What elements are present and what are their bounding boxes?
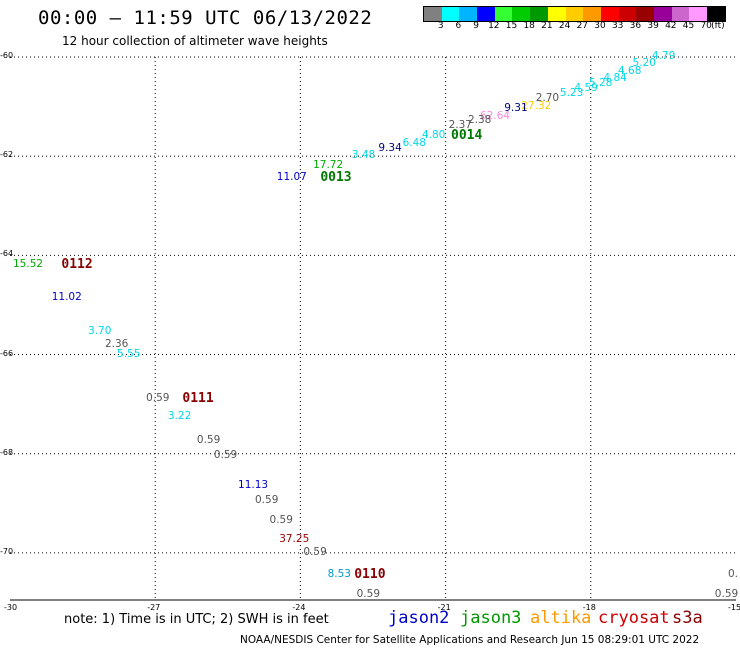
- wave-height-value: 2.70: [535, 92, 560, 105]
- colorbar-swatch: [424, 7, 442, 21]
- colorbar-swatch: [653, 7, 672, 21]
- colorbar-swatch: [689, 7, 707, 21]
- lat-tick-label: -66: [0, 348, 14, 358]
- wave-height-value: 0.59: [303, 545, 327, 558]
- colorbar-swatch: [512, 7, 531, 21]
- satellite-legend-altika: altika: [530, 608, 592, 628]
- wave-height-value: 0.: [728, 568, 739, 581]
- wave-height-value: 9.34: [378, 141, 402, 154]
- colorbar-label: 24: [558, 21, 571, 31]
- colorbar-swatch: [547, 7, 566, 21]
- wave-height-value: 3.70: [88, 325, 112, 338]
- pass-number-label: 0014: [451, 128, 483, 144]
- wave-height-value: 0.59: [146, 392, 170, 405]
- colorbar-swatch: [618, 7, 637, 21]
- wave-height-value: 4.68: [618, 64, 642, 77]
- satellite-legend-s3a: s3a: [672, 608, 703, 628]
- colorbar-swatch: [707, 7, 725, 21]
- colorbar-label: 15: [505, 21, 518, 31]
- lon-tick-label: -18: [582, 603, 596, 612]
- wave-height-value: 17.72: [313, 159, 344, 172]
- wave-height-value: 11.13: [238, 478, 269, 491]
- colorbar-label: 36: [629, 21, 642, 31]
- colorbar-label: 45: [682, 21, 695, 31]
- colorbar-label: 30: [594, 21, 606, 31]
- wave-height-value: 0.59: [714, 588, 739, 601]
- wave-height-value: 3.48: [351, 149, 376, 162]
- wave-height-value: 8.53: [327, 568, 351, 581]
- wave-height-value: 11.02: [51, 290, 82, 303]
- pass-number-label: 0110: [354, 567, 386, 583]
- pass-number-label: 0111: [182, 391, 214, 407]
- legend-note: note: 1) Time is in UTC; 2) SWH is in fe…: [64, 612, 329, 627]
- wave-height-value: 2.38: [467, 114, 492, 127]
- wave-height-value: 5.23: [559, 87, 584, 100]
- colorbar-label: 6: [455, 21, 462, 31]
- footer-credit: NOAA/NESDIS Center for Satellite Applica…: [240, 634, 700, 646]
- wave-height-value: 4.59: [574, 82, 598, 95]
- wave-height-value: 9.31: [504, 102, 528, 115]
- wave-height-value: 0.59: [356, 588, 381, 601]
- colorbar-unit: (ft): [711, 21, 725, 31]
- satellite-legend-cryosat: cryosat: [598, 608, 670, 628]
- lat-tick-label: -60: [0, 51, 14, 60]
- wave-height-value: 15.52: [13, 258, 44, 271]
- colorbar-label: 12: [488, 21, 500, 31]
- wave-height-value: 6.48: [402, 136, 426, 149]
- wave-height-value: 0.59: [255, 493, 279, 506]
- colorbar-swatch: [441, 7, 460, 21]
- wave-height-value: 37.25: [279, 533, 310, 546]
- pass-number-label: 0013: [320, 170, 352, 186]
- colorbar-swatch: [600, 7, 619, 21]
- lon-tick-label: -21: [437, 603, 451, 612]
- wave-height-value: 4.84: [603, 72, 627, 85]
- wave-height-value: 2.36: [104, 337, 129, 350]
- lat-tick-label: -68: [0, 447, 14, 457]
- map-subtitle: 12 hour collection of altimeter wave hei…: [62, 34, 328, 48]
- colorbar-swatch: [459, 7, 478, 21]
- wave-height-value: 0.59: [213, 449, 238, 462]
- wave-height-value: 62.64: [480, 109, 511, 122]
- colorbar-swatch: [636, 7, 654, 21]
- colorbar-label: 70: [700, 21, 712, 31]
- colorbar-label: 9: [473, 21, 479, 31]
- lon-tick-label: -15: [728, 603, 740, 612]
- lon-tick-label: -24: [292, 603, 306, 612]
- wave-height-value: 2.37: [448, 119, 472, 132]
- colorbar-label: 21: [541, 21, 553, 31]
- wave-height-value: 0.59: [196, 434, 221, 447]
- colorbar-label: 18: [523, 21, 535, 31]
- colorbar-swatch: [565, 7, 584, 21]
- wave-height-value: 5.28: [588, 77, 613, 90]
- satellite-legend-jason2: jason2: [388, 608, 450, 628]
- pass-number-label: 0112: [61, 257, 93, 273]
- lat-tick-label: -62: [0, 150, 14, 160]
- wave-height-value: 3.22: [167, 409, 192, 422]
- wave-height-value: 0.59: [269, 513, 293, 526]
- colorbar-swatch: [671, 7, 690, 21]
- colorbar-swatch: [494, 7, 513, 21]
- colorbar-swatch: [530, 7, 548, 21]
- lat-tick-label: -70: [0, 546, 14, 556]
- colorbar-label: 42: [665, 21, 677, 31]
- colorbar-label: 39: [647, 21, 659, 31]
- wave-height-value: 5.55: [117, 347, 141, 360]
- lat-tick-label: -64: [0, 249, 14, 259]
- colorbar-label: 3: [437, 21, 444, 31]
- corner-label: -30: [4, 603, 18, 612]
- colorbar-swatch: [477, 7, 495, 21]
- wave-height-value: 4.80: [421, 129, 446, 142]
- lon-tick-label: -27: [147, 603, 161, 612]
- satellite-legend-jason3: jason3: [460, 608, 522, 628]
- colorbar-label: 27: [576, 21, 589, 31]
- map-title: 00:00 – 11:59 UTC 06/13/2022: [38, 7, 373, 29]
- wave-height-value: 5.20: [632, 57, 656, 70]
- wave-height-value: 11.07: [276, 171, 307, 184]
- wave-height-value: 4.79: [651, 50, 676, 62]
- wave-height-value: 27.32: [521, 99, 552, 112]
- wave-height-colorbar: [423, 6, 726, 22]
- colorbar-swatch: [583, 7, 601, 21]
- colorbar-label: 33: [611, 21, 624, 31]
